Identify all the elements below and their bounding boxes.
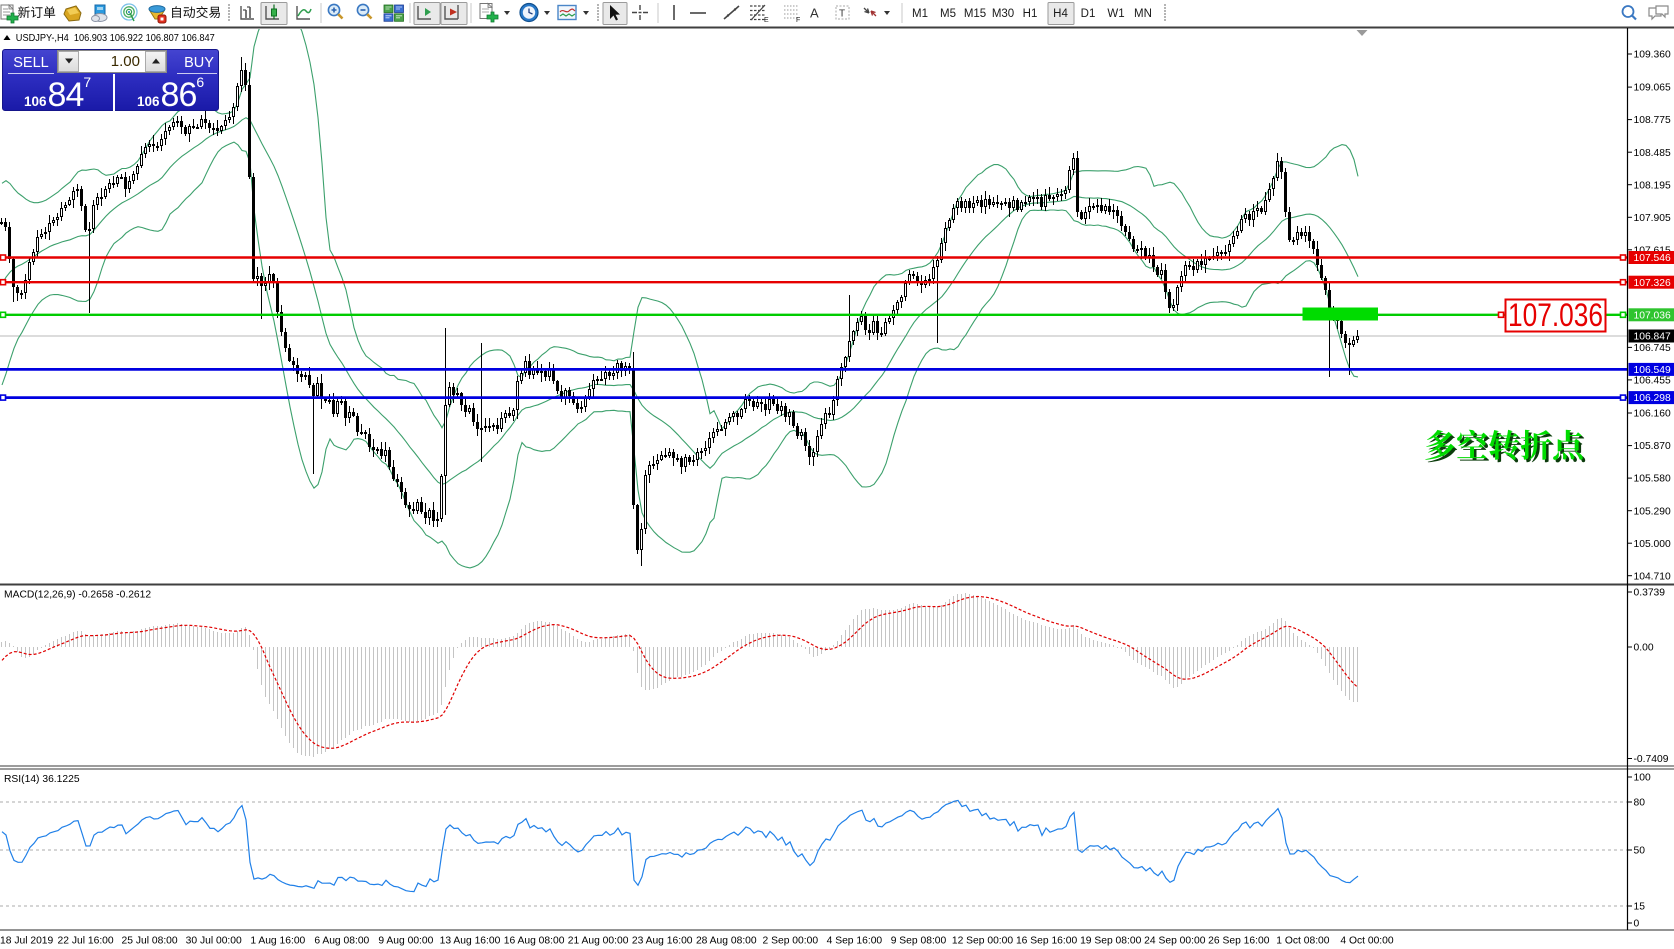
svg-text:-0.7409: -0.7409: [1634, 754, 1669, 765]
svg-text:D1: D1: [1081, 8, 1096, 20]
svg-text:M5: M5: [940, 8, 956, 20]
svg-text:22 Jul 16:00: 22 Jul 16:00: [58, 936, 114, 947]
svg-text:25 Jul 08:00: 25 Jul 08:00: [122, 936, 178, 947]
svg-text:23 Aug 16:00: 23 Aug 16:00: [632, 936, 693, 947]
svg-text:A: A: [810, 6, 819, 21]
svg-text:105.000: 105.000: [1634, 539, 1671, 550]
svg-text:0.3739: 0.3739: [1634, 588, 1666, 599]
svg-text:16 Aug 08:00: 16 Aug 08:00: [504, 936, 565, 947]
svg-text:107.615: 107.615: [1634, 245, 1671, 256]
svg-text:106.455: 106.455: [1634, 376, 1671, 387]
svg-text:4 Sep 16:00: 4 Sep 16:00: [827, 936, 883, 947]
svg-text:MN: MN: [1134, 8, 1152, 20]
svg-text:15: 15: [1634, 902, 1646, 913]
svg-text:105.290: 105.290: [1634, 506, 1671, 517]
svg-text:107.036: 107.036: [1508, 297, 1603, 333]
svg-text:108.775: 108.775: [1634, 115, 1671, 126]
svg-text:106.549: 106.549: [1634, 365, 1671, 376]
svg-text:13 Aug 16:00: 13 Aug 16:00: [440, 936, 501, 947]
svg-text:T: T: [839, 9, 845, 20]
svg-text:107.546: 107.546: [1634, 253, 1671, 264]
svg-text:E: E: [764, 17, 769, 24]
svg-text:1 Oct 08:00: 1 Oct 08:00: [1276, 936, 1330, 947]
svg-text:2 Sep 00:00: 2 Sep 00:00: [763, 936, 819, 947]
svg-text:108.485: 108.485: [1634, 148, 1671, 159]
svg-text:108.195: 108.195: [1634, 180, 1671, 191]
svg-text:105.580: 105.580: [1634, 474, 1671, 485]
svg-text:30 Jul 00:00: 30 Jul 00:00: [186, 936, 242, 947]
svg-text:26 Sep 16:00: 26 Sep 16:00: [1208, 936, 1270, 947]
svg-text:MACD(12,26,9) -0.2658 -0.2612: MACD(12,26,9) -0.2658 -0.2612: [4, 590, 151, 601]
svg-text:18 Jul 2019: 18 Jul 2019: [0, 936, 54, 947]
svg-text:28 Aug 08:00: 28 Aug 08:00: [696, 936, 757, 947]
svg-text:109.065: 109.065: [1634, 83, 1671, 94]
svg-text:9 Sep 08:00: 9 Sep 08:00: [891, 936, 947, 947]
svg-text:9 Aug 00:00: 9 Aug 00:00: [378, 936, 433, 947]
svg-text:F: F: [796, 17, 800, 24]
svg-text:W1: W1: [1107, 8, 1124, 20]
svg-text:M1: M1: [912, 8, 928, 20]
svg-text:106.298: 106.298: [1634, 393, 1671, 404]
svg-text:80: 80: [1634, 798, 1646, 809]
svg-text:1 Aug 16:00: 1 Aug 16:00: [250, 936, 305, 947]
svg-text:RSI(14) 36.1225: RSI(14) 36.1225: [4, 774, 80, 785]
svg-text:M30: M30: [992, 8, 1014, 20]
svg-text:USDJPY-,H4 106.903 106.922 10: USDJPY-,H4 106.903 106.922 106.807 106.8…: [16, 33, 215, 44]
svg-text:105.870: 105.870: [1634, 441, 1671, 452]
svg-text:107.326: 107.326: [1634, 278, 1671, 289]
svg-text:50: 50: [1634, 846, 1646, 857]
svg-text:24 Sep 00:00: 24 Sep 00:00: [1144, 936, 1206, 947]
svg-text:106.847: 106.847: [1634, 332, 1671, 343]
svg-text:19 Sep 08:00: 19 Sep 08:00: [1080, 936, 1142, 947]
svg-text:4 Oct 00:00: 4 Oct 00:00: [1340, 936, 1394, 947]
svg-text:M15: M15: [964, 8, 986, 20]
svg-text:106.160: 106.160: [1634, 409, 1671, 420]
svg-text:12 Sep 00:00: 12 Sep 00:00: [952, 936, 1014, 947]
svg-text:107.905: 107.905: [1634, 213, 1671, 224]
svg-text:106.745: 106.745: [1634, 343, 1671, 354]
svg-text:H4: H4: [1053, 8, 1068, 20]
svg-text:104.710: 104.710: [1634, 571, 1671, 582]
svg-text:109.360: 109.360: [1634, 50, 1671, 61]
svg-text:100: 100: [1634, 773, 1651, 784]
svg-text:6 Aug 08:00: 6 Aug 08:00: [314, 936, 369, 947]
svg-text:0: 0: [1634, 919, 1640, 930]
svg-text:H1: H1: [1023, 8, 1038, 20]
svg-text:16 Sep 16:00: 16 Sep 16:00: [1016, 936, 1078, 947]
svg-text:0.00: 0.00: [1634, 643, 1654, 654]
svg-text:107.036: 107.036: [1634, 310, 1671, 321]
svg-text:21 Aug 00:00: 21 Aug 00:00: [568, 936, 629, 947]
